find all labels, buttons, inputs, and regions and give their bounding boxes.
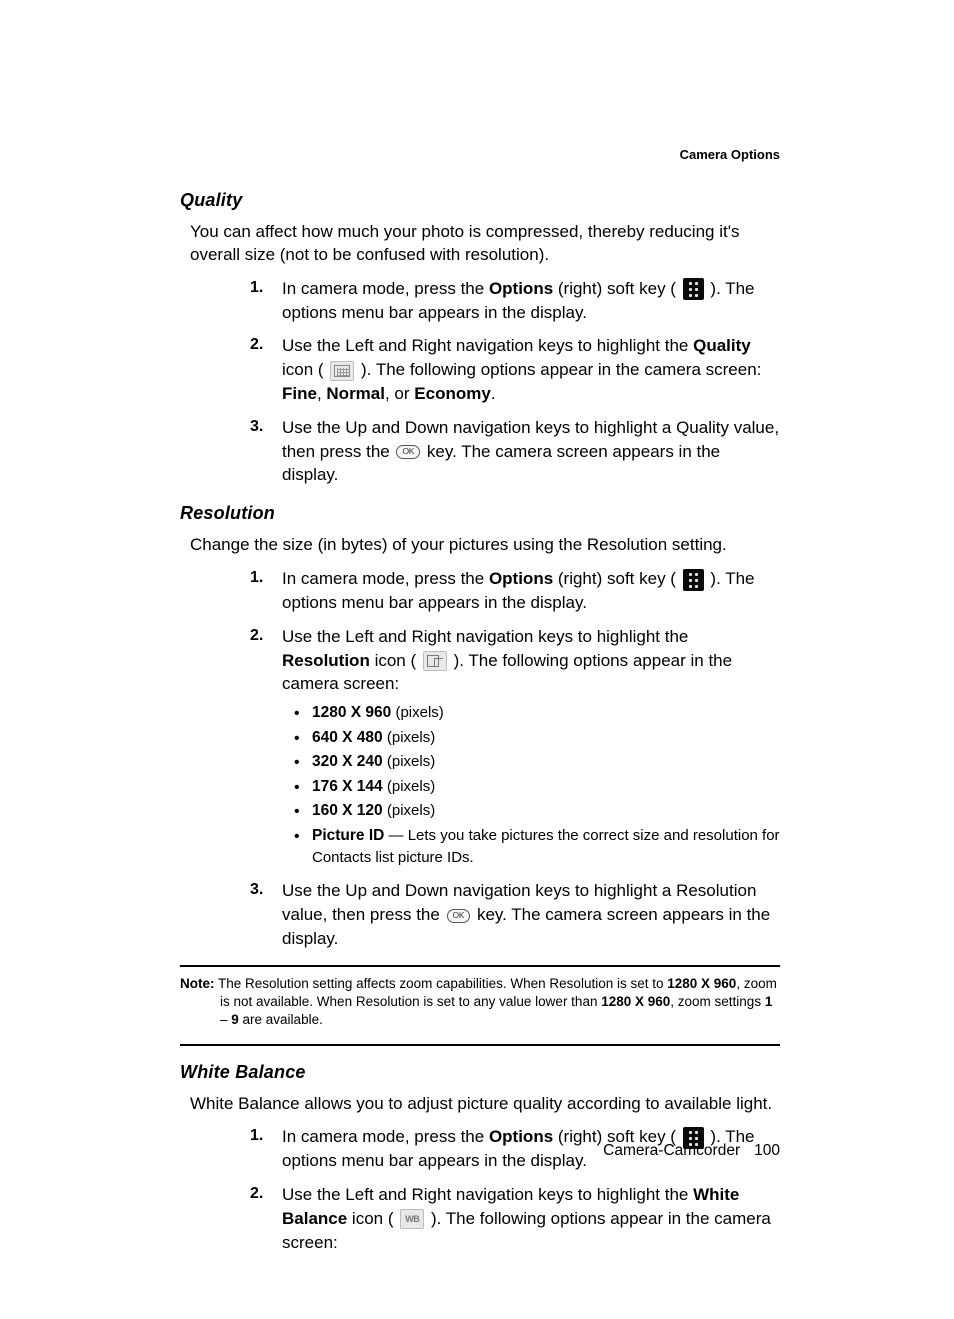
note-label: Note: — [180, 976, 215, 991]
camera-options-icon — [683, 569, 704, 591]
step-text: Use the Left and Right navigation keys t… — [282, 336, 693, 355]
quality-intro: You can affect how much your photo is co… — [190, 221, 780, 267]
step-text: (pixels) — [383, 753, 436, 770]
header-section-label: Camera Options — [180, 147, 780, 162]
note-text: The Resolution setting affects zoom capa… — [215, 976, 668, 991]
bold-text: Fine — [282, 384, 317, 403]
ok-key-icon: OK — [396, 445, 420, 459]
step-text: In camera mode, press the — [282, 569, 489, 588]
list-item: 320 X 240 (pixels) — [294, 751, 780, 773]
bold-text: 640 X 480 — [312, 729, 383, 746]
note-text: – — [220, 1012, 231, 1027]
bold-text: 1280 X 960 — [667, 976, 736, 991]
list-item: 3. Use the Up and Down navigation keys t… — [250, 879, 780, 950]
heading-white-balance: White Balance — [180, 1062, 780, 1083]
step-text: ). The following options appear in the c… — [356, 360, 761, 379]
step-number: 2. — [250, 1183, 263, 1205]
list-item: 2. Use the Left and Right navigation key… — [250, 334, 780, 405]
list-item: 1. In camera mode, press the Options (ri… — [250, 567, 780, 615]
list-item: 2. Use the Left and Right navigation key… — [250, 1183, 780, 1254]
step-text: icon ( — [347, 1209, 398, 1228]
bold-text: 9 — [231, 1012, 239, 1027]
quality-icon — [330, 361, 354, 381]
bold-text: Options — [489, 279, 553, 298]
camera-options-icon — [683, 278, 704, 300]
list-item: Picture ID — Lets you take pictures the … — [294, 825, 780, 870]
step-text: icon ( — [370, 651, 421, 670]
step-text: In camera mode, press the — [282, 279, 489, 298]
bold-text: Economy — [414, 384, 491, 403]
list-item: 1. In camera mode, press the Options (ri… — [250, 277, 780, 325]
step-text: (pixels) — [383, 729, 436, 746]
list-item: 160 X 120 (pixels) — [294, 800, 780, 822]
step-text: . — [491, 384, 496, 403]
bold-text: Quality — [693, 336, 751, 355]
list-item: 3. Use the Up and Down navigation keys t… — [250, 416, 780, 487]
resolution-note: Note: The Resolution setting affects zoo… — [180, 975, 780, 1030]
step-text: , — [317, 384, 326, 403]
step-number: 2. — [250, 334, 263, 356]
footer-page-number: 100 — [754, 1142, 780, 1159]
bold-text: Picture ID — [312, 827, 384, 844]
bold-text: Options — [489, 569, 553, 588]
step-number: 2. — [250, 625, 263, 647]
white-balance-icon — [400, 1209, 424, 1229]
page-content: Camera Options Quality You can affect ho… — [180, 147, 780, 1270]
list-item: 1280 X 960 (pixels) — [294, 702, 780, 724]
resolution-intro: Change the size (in bytes) of your pictu… — [190, 534, 780, 557]
step-text: , or — [385, 384, 414, 403]
white-balance-intro: White Balance allows you to adjust pictu… — [190, 1093, 780, 1116]
ok-key-icon: OK — [447, 909, 471, 923]
list-item: 176 X 144 (pixels) — [294, 776, 780, 798]
bold-text: 160 X 120 — [312, 802, 383, 819]
step-number: 3. — [250, 879, 263, 901]
note-text: , zoom settings — [670, 994, 765, 1009]
step-text: Use the Left and Right navigation keys t… — [282, 627, 688, 646]
bold-text: 1280 X 960 — [312, 704, 391, 721]
step-text: (right) soft key ( — [553, 279, 681, 298]
step-text: (pixels) — [383, 778, 436, 795]
step-number: 1. — [250, 277, 263, 299]
quality-steps: 1. In camera mode, press the Options (ri… — [250, 277, 780, 487]
bold-text: 1 — [765, 994, 773, 1009]
section-resolution: Resolution Change the size (in bytes) of… — [180, 503, 780, 1045]
resolution-steps: 1. In camera mode, press the Options (ri… — [250, 567, 780, 951]
step-text: Use the Left and Right navigation keys t… — [282, 1185, 693, 1204]
page-footer: Camera-Camcorder 100 — [180, 1142, 780, 1160]
bold-text: 320 X 240 — [312, 753, 383, 770]
bold-text: 1280 X 960 — [601, 994, 670, 1009]
divider — [180, 1044, 780, 1046]
note-text: are available. — [239, 1012, 323, 1027]
resolution-options-list: 1280 X 960 (pixels) 640 X 480 (pixels) 3… — [294, 702, 780, 869]
heading-resolution: Resolution — [180, 503, 780, 524]
step-text: (pixels) — [391, 704, 444, 721]
resolution-icon — [423, 651, 447, 671]
section-quality: Quality You can affect how much your pho… — [180, 190, 780, 487]
footer-chapter: Camera-Camcorder — [603, 1142, 740, 1159]
bold-text: Resolution — [282, 651, 370, 670]
step-text: icon ( — [282, 360, 328, 379]
divider — [180, 965, 780, 967]
heading-quality: Quality — [180, 190, 780, 211]
step-text: (right) soft key ( — [553, 569, 681, 588]
bold-text: Normal — [326, 384, 385, 403]
step-number: 1. — [250, 567, 263, 589]
bold-text: 176 X 144 — [312, 778, 383, 795]
list-item: 640 X 480 (pixels) — [294, 727, 780, 749]
step-number: 3. — [250, 416, 263, 438]
list-item: 2. Use the Left and Right navigation key… — [250, 625, 780, 870]
step-text: (pixels) — [383, 802, 436, 819]
